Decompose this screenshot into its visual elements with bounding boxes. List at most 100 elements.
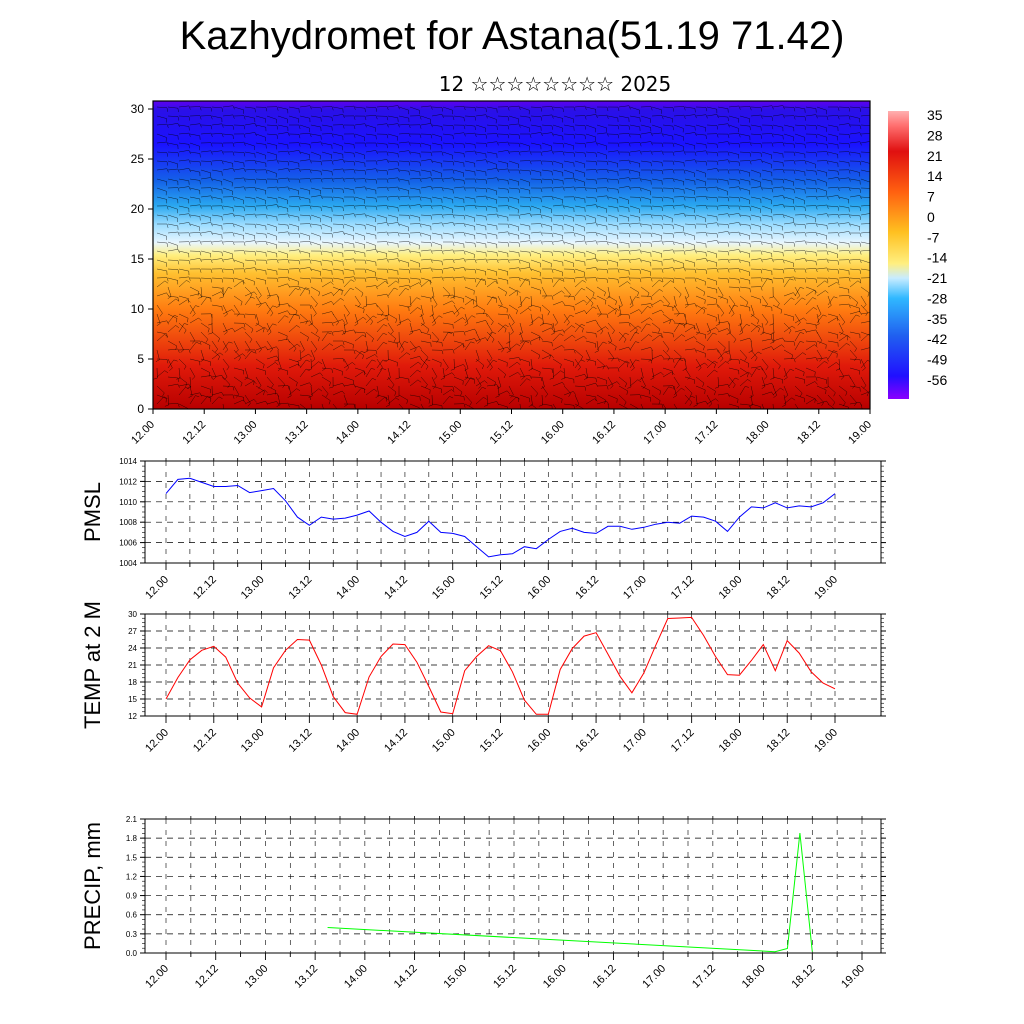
wind-barb — [244, 313, 256, 315]
wind-barb — [640, 150, 652, 153]
wind-barb — [431, 196, 442, 200]
wind-barb-flag — [595, 333, 597, 338]
wind-barb-flag — [416, 297, 421, 300]
wind-barb-flag — [595, 232, 598, 237]
wind-barb — [211, 232, 222, 236]
wind-barb-flag — [339, 288, 344, 292]
wind-barb-flag — [221, 414, 225, 416]
wind-barb-flag — [616, 398, 618, 403]
wind-barb — [497, 168, 508, 171]
wind-barb-flag — [551, 295, 554, 300]
wind-barb-flag — [330, 281, 334, 285]
wind-barb-flag — [648, 390, 651, 395]
wind-barb-flag — [187, 318, 189, 323]
wind-barb-flag — [318, 388, 323, 392]
wind-barb-flag — [353, 115, 356, 120]
colorbar-label: -56 — [927, 372, 947, 388]
wind-barb — [475, 312, 487, 315]
wind-barb-flag — [871, 141, 873, 145]
wind-barb-flag — [580, 356, 583, 361]
wind-barb-flag — [859, 132, 862, 137]
wind-barb — [178, 313, 189, 319]
wind-barb — [761, 322, 765, 333]
wind-barb — [464, 268, 476, 270]
wind-barb-flag — [738, 133, 741, 138]
wind-barb-flag — [672, 395, 677, 398]
wind-barb-flag — [826, 400, 829, 405]
wind-barb — [497, 403, 508, 408]
wind-barb — [860, 268, 870, 271]
wind-barb-flag — [793, 358, 796, 363]
wind-barb — [420, 295, 431, 299]
wind-barb — [332, 286, 343, 292]
wind-barb-flag — [859, 188, 861, 193]
wind-barb-flag — [733, 305, 738, 307]
wind-barb — [651, 196, 663, 198]
wind-barb — [156, 241, 168, 244]
wind-barb — [277, 283, 288, 288]
wind-barb — [453, 196, 464, 200]
wind-barb — [717, 321, 728, 324]
wind-barb — [398, 288, 406, 297]
wind-barb-flag — [485, 134, 487, 139]
wind-barb-flag — [441, 250, 444, 255]
wind-barb — [816, 204, 828, 207]
wind-barb-flag — [672, 385, 675, 390]
wind-barb — [310, 115, 321, 118]
wind-barb-flag — [659, 289, 663, 292]
wind-barb-flag — [287, 225, 289, 230]
wind-barb — [244, 168, 256, 171]
wind-barb — [255, 400, 266, 405]
wind-barb — [255, 322, 265, 329]
wind-barb — [486, 401, 497, 405]
wind-barb — [783, 349, 793, 356]
wind-barb — [387, 160, 399, 163]
wind-barb-flag — [375, 179, 377, 184]
wind-barb — [783, 397, 792, 405]
wind-barb — [750, 159, 761, 162]
wind-barb-flag — [694, 249, 697, 254]
wind-barb-flag — [819, 358, 823, 362]
wind-barb — [442, 310, 453, 315]
wind-barb-flag — [592, 297, 597, 300]
wind-barb-flag — [287, 132, 290, 137]
chart-subtitle: 12 ☆☆☆☆☆☆☆☆ 2025 — [438, 72, 672, 96]
wind-barb — [739, 268, 750, 273]
wind-barb — [651, 178, 662, 181]
wind-barb — [651, 299, 661, 306]
wind-barb-flag — [835, 410, 837, 414]
wind-barb-flag — [738, 186, 741, 191]
wind-barb — [717, 213, 728, 216]
wind-barb — [464, 315, 472, 324]
wind-barb — [706, 394, 713, 404]
wind-barb — [299, 267, 310, 270]
wind-barb-flag — [658, 329, 661, 333]
wind-barb — [816, 178, 827, 183]
wind-barb — [189, 240, 200, 243]
wind-barb — [508, 105, 520, 108]
wind-barb — [453, 214, 465, 216]
wind-barb — [409, 361, 419, 369]
wind-barb — [695, 258, 706, 261]
wind-barb — [497, 367, 506, 375]
wind-barb — [475, 304, 485, 311]
wind-barb — [827, 133, 838, 137]
wind-barb — [288, 376, 298, 383]
wind-barb-flag — [364, 213, 367, 218]
wind-barb — [266, 376, 274, 385]
wind-barb-flag — [551, 196, 554, 201]
wind-barb-flag — [166, 359, 169, 364]
wind-barb — [211, 178, 222, 182]
wind-barb-flag — [815, 142, 818, 147]
wind-barb — [563, 325, 572, 333]
wind-barb-flag — [448, 332, 453, 334]
wind-barb — [178, 159, 189, 162]
wind-barb-flag — [243, 216, 245, 221]
wind-barb — [706, 398, 716, 405]
wind-barb-flag — [232, 386, 235, 391]
wind-barb — [739, 277, 750, 281]
wind-barb-flag — [425, 365, 429, 370]
wind-barb-flag — [661, 170, 664, 175]
wind-barb-flag — [760, 159, 763, 164]
wind-barb — [409, 259, 420, 264]
